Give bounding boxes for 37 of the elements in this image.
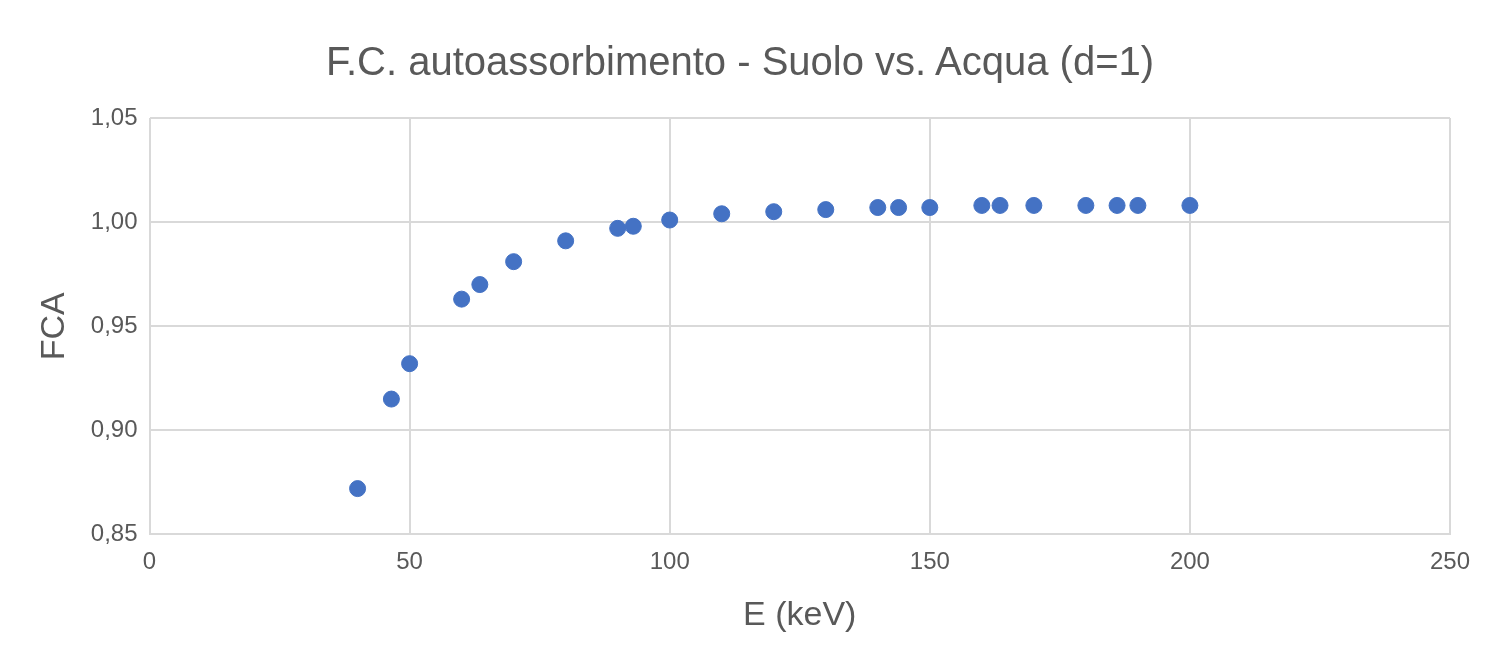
point [453,290,471,308]
point [557,232,575,250]
point [471,276,489,294]
point [382,390,400,408]
y-tick-label: 0,95 [90,310,138,338]
point [991,196,1009,214]
point [661,211,679,229]
y-tick-label: 0,85 [90,519,138,547]
point [1129,196,1147,214]
y-tick-label: 1,05 [90,102,138,130]
x-axis-title: E (keV) [743,593,857,632]
point [1181,196,1199,214]
point [817,201,835,219]
chart-title: F.C. autoassorbimento - Suolo vs. Acqua (d=1) [325,39,1155,84]
point [713,205,731,223]
point [401,355,419,373]
y-axis-title: FCA [32,291,71,361]
x-tick-label: 50 [396,547,423,575]
point [890,199,908,217]
point [921,199,939,217]
y-tick-label: 1,00 [90,206,138,234]
point [1077,196,1095,214]
point [973,196,991,214]
point [869,199,887,217]
point [349,480,367,498]
point [505,253,523,271]
point [1108,196,1126,214]
point [765,203,783,221]
point [609,219,627,237]
x-tick-label: 150 [909,547,950,575]
y-tick-label: 0,90 [90,414,138,442]
x-tick-label: 200 [1169,547,1210,575]
point [1025,196,1043,214]
x-tick-label: 250 [1429,547,1471,575]
x-tick-label: 100 [649,547,690,575]
x-tick-label: 0 [142,547,157,575]
point [624,217,642,235]
